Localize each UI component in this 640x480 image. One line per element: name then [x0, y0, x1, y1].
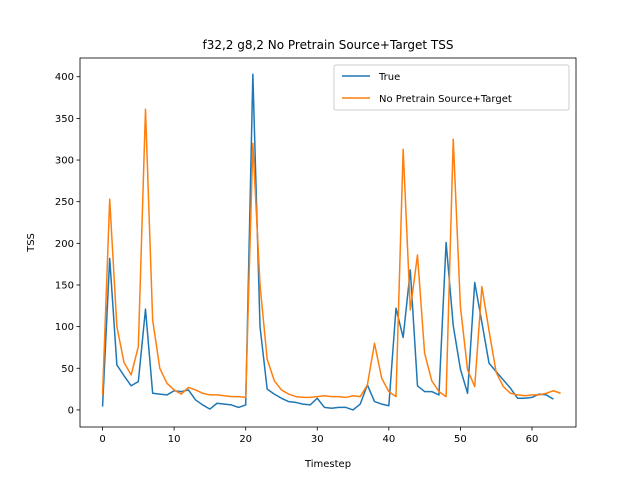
y-tick-label: 150: [55, 280, 74, 291]
y-tick-label: 400: [55, 72, 74, 83]
legend-label-pred: No Pretrain Source+Target: [379, 94, 512, 105]
x-tick-label: 60: [526, 434, 539, 445]
y-tick-label: 0: [68, 405, 74, 416]
y-tick-label: 50: [61, 364, 74, 375]
y-tick-label: 100: [55, 322, 74, 333]
y-tick-label: 250: [55, 197, 74, 208]
x-axis-label: Timestep: [304, 459, 351, 470]
plot-lines: [101, 73, 561, 411]
y-tick-label: 350: [55, 114, 74, 125]
y-axis-ticks: 0 50 100 150 200 250 300 350 400: [55, 72, 80, 416]
x-tick-label: 50: [454, 434, 467, 445]
plot-frame: [79, 57, 577, 428]
legend-label-true: True: [378, 72, 400, 83]
y-tick-label: 200: [55, 239, 74, 250]
x-tick-label: 40: [382, 434, 395, 445]
legend-box: [333, 64, 570, 111]
series-line-pred: [101, 108, 561, 399]
x-tick-label: 0: [99, 434, 105, 445]
chart-title: f32,2 g8,2 No Pretrain Source+Target TSS: [202, 38, 453, 52]
legend: True No Pretrain Source+Target: [333, 64, 570, 111]
x-tick-label: 20: [239, 434, 252, 445]
y-tick-label: 300: [55, 156, 74, 167]
x-tick-label: 30: [311, 434, 324, 445]
y-axis-label: TSS: [26, 233, 37, 253]
x-axis-ticks: 0 10 20 30 40 50 60: [99, 427, 538, 445]
x-tick-label: 10: [168, 434, 181, 445]
